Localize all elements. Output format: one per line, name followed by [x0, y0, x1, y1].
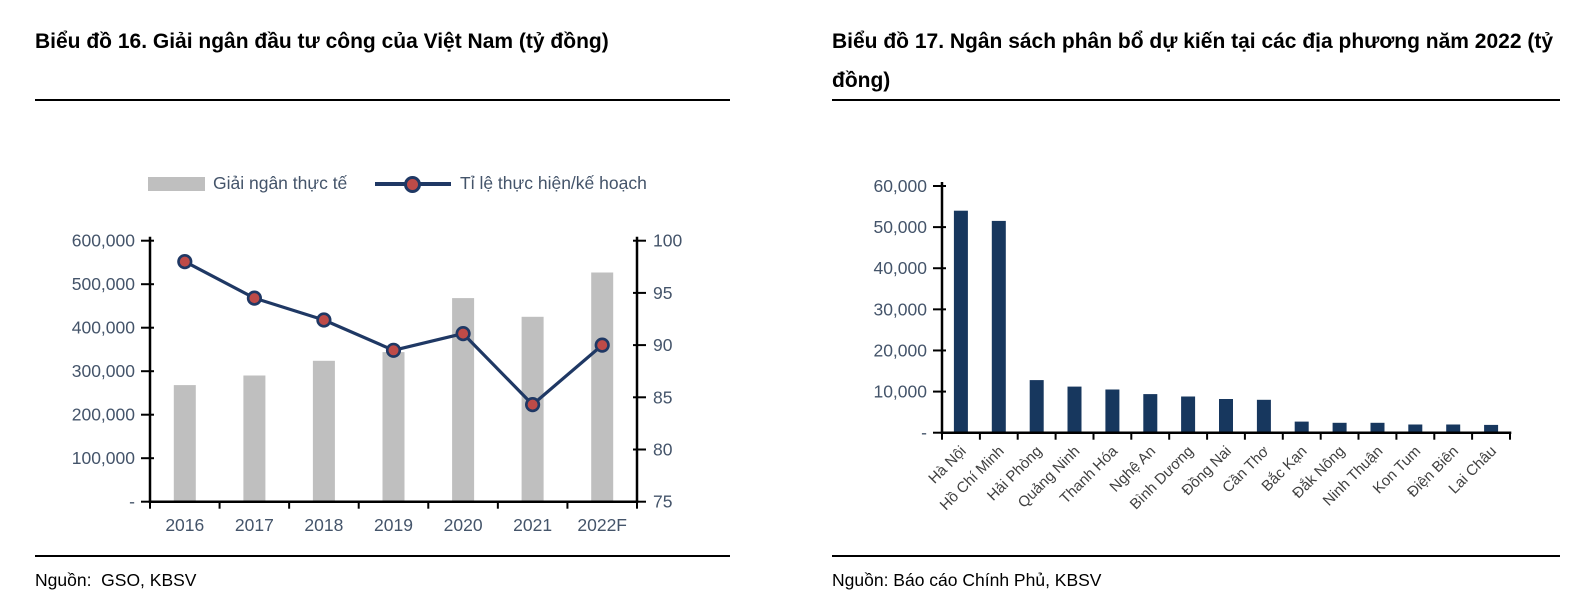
bar-Đắk Nông: [1332, 422, 1347, 433]
left-axis-tick-label: -: [129, 492, 135, 512]
line-marker-2020: [455, 326, 471, 342]
y-axis-tick-label: 30,000: [873, 299, 927, 319]
line-marker-2017: [246, 290, 262, 306]
line-marker-2022F: [594, 337, 610, 353]
bar-Điện Biên: [1446, 424, 1461, 433]
bar-Hà Nội: [953, 210, 968, 433]
bar-Ninh Thuận: [1370, 422, 1385, 433]
line-marker-2018: [316, 312, 332, 328]
line-marker-2019: [385, 342, 402, 358]
bar-Nghệ An: [1143, 394, 1158, 433]
bar-Hải Phòng: [1029, 380, 1044, 433]
chart16-title: Biểu đồ 16. Giải ngân đầu tư công của Vi…: [35, 30, 609, 53]
chart17-title-rule: [832, 99, 1560, 101]
legend-line-label: Tỉ lệ thực hiện/kế hoạch: [460, 173, 647, 193]
bar-Hồ Chí Minh: [991, 220, 1006, 433]
legend-bar-label: Giải ngân thực tế: [213, 173, 348, 193]
right-axis-tick-label: 75: [653, 492, 672, 512]
x-category-label: 2017: [235, 515, 274, 535]
legend-bar-swatch: [148, 177, 205, 191]
x-category-label: 2022F: [577, 515, 627, 535]
bar-Quảng Ninh: [1067, 386, 1082, 433]
bar-2019: [382, 352, 405, 502]
x-category-label: 2018: [304, 515, 343, 535]
chart16-title-rule: [35, 99, 730, 101]
right-axis-tick-label: 80: [653, 440, 673, 460]
right-axis-tick-label: 85: [653, 387, 672, 407]
right-axis-tick-label: 95: [653, 283, 672, 303]
chart16-source-rule: [35, 555, 730, 557]
bar-Thanh Hóa: [1105, 389, 1120, 433]
x-category-label: 2019: [374, 515, 413, 535]
chart17-title: Biểu đồ 17. Ngân sách phân bổ dự kiến tạ…: [832, 30, 1554, 92]
chart16-source: Nguồn: GSO, KBSV: [35, 570, 197, 590]
bar-Đồng Nai: [1219, 399, 1233, 433]
left-axis-tick-label: 600,000: [72, 231, 136, 251]
bar-Bắc Kạn: [1294, 421, 1309, 433]
bar-2017: [243, 375, 266, 502]
y-axis-tick-label: 60,000: [873, 176, 927, 196]
left-axis-tick-label: 400,000: [72, 318, 136, 338]
bar-Cần Thơ: [1256, 399, 1271, 433]
x-category-label: 2016: [165, 515, 204, 535]
bar-2018: [312, 360, 335, 502]
bar-Bình Dương: [1181, 396, 1196, 433]
y-axis-tick-label: 20,000: [873, 340, 927, 360]
chart17-source-rule: [832, 555, 1560, 557]
bar-2022F: [591, 272, 614, 502]
legend-line-marker-icon: [404, 176, 421, 193]
left-axis-tick-label: 200,000: [72, 405, 136, 425]
chart17-source: Nguồn: Báo cáo Chính Phủ, KBSV: [832, 570, 1102, 590]
left-axis-tick-label: 300,000: [72, 361, 136, 381]
line-marker-2021: [524, 397, 541, 413]
x-category-label: 2020: [444, 515, 483, 535]
left-axis-tick-label: 100,000: [72, 448, 136, 468]
bar-Kon Tum: [1408, 424, 1423, 433]
line-marker-2016: [177, 254, 193, 270]
right-axis-tick-label: 90: [653, 335, 673, 355]
bar-Lai Châu: [1484, 424, 1499, 433]
y-axis-tick-label: 10,000: [873, 382, 927, 402]
bar-2020: [452, 298, 475, 502]
y-axis-tick-label: -: [921, 423, 927, 443]
y-axis-tick-label: 40,000: [873, 258, 927, 278]
left-axis-tick-label: 500,000: [72, 274, 136, 294]
bar-2016: [173, 385, 196, 502]
y-axis-tick-label: 50,000: [873, 217, 927, 237]
x-category-label: 2021: [513, 515, 552, 535]
right-axis-tick-label: 100: [653, 231, 682, 251]
